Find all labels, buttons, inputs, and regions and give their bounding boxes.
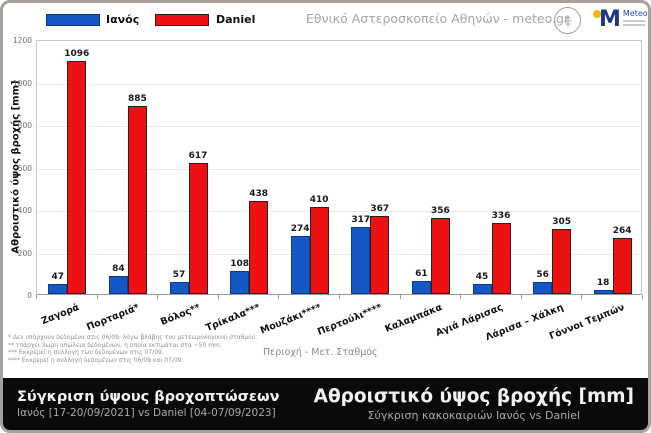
bar-value-label: 47 [51,272,65,282]
bar-value-label: 305 [552,217,571,227]
x-category-label: Περτούλι**** [315,302,384,338]
bar-Daniel [309,207,329,294]
x-tick [217,295,219,299]
footnote-line: **** Εκκρεμεί η συλλογή δεδομένων στις 0… [8,356,184,364]
bar-Ιανός [533,282,553,294]
x-category-label: Τρίκαλα*** [204,302,263,334]
plot-area: 47 84 57 108 274 317 61 45 56 18 1096 885 617 438 410 3… [36,40,642,295]
y-tick-label: 800 [17,121,32,130]
bar-value-label: 57 [172,270,186,280]
bar-Ιανός [472,284,492,294]
footer-left-subtitle: Ιανός [17-20/09/2021] vs Daniel [04-07/0… [17,407,276,419]
bar-Ιανός [48,284,68,294]
gridline [37,83,641,85]
bar-value-label: 45 [475,272,489,282]
gridline [37,211,641,212]
bar-Ιανός [108,276,128,294]
x-category-label: Μουζάκι**** [258,302,323,337]
y-tick-label: 0 [27,291,32,300]
y-tick-label: 400 [17,206,32,215]
x-tick [278,295,280,299]
y-tick-label: 600 [17,163,32,173]
bar-value-label: 885 [127,94,147,104]
bar-Ιανός [230,271,250,294]
bar-value-label: 317 [351,215,371,225]
meteo-logo-tagline-line [622,24,645,26]
legend-label-ianos: Ιανός [106,13,140,26]
bar-value-label: 274 [290,224,310,234]
bar-value-label: 356 [430,206,450,216]
bar-value-label: 264 [612,226,632,236]
meteo-logo: M Meteo [593,9,648,31]
footnote-line: * Δεν υπάρχουν δεδομένα στις 06/09, λόγω… [8,334,258,341]
meteo-logo-name: Meteo [622,9,648,18]
observatory-emblem-icon [554,7,581,34]
footer-right-title: Αθροιστικό ύψος βροχής [mm] [313,386,634,407]
x-category-label: Βόλος** [158,302,202,328]
bar-Daniel [67,61,87,294]
x-tick [399,295,401,299]
chart-region: Αθροιστικό ύψος βροχής [mm] 47 84 57 108 274… [3,3,648,378]
bar-value-label: 18 [596,278,610,288]
gridline [37,253,641,255]
bar-Daniel [370,216,390,294]
legend-label-daniel: Daniel [216,13,256,26]
x-tick [642,295,643,299]
bar-Daniel [491,223,511,294]
legend-swatch-ianos [46,14,100,26]
footnote-line: *** Εκκρεμεί η συλλογή των δεδομένων στι… [8,349,164,356]
x-tick [460,295,462,299]
bar-Ιανός [290,236,310,294]
bar-value-label: 617 [188,151,208,161]
bar-value-label: 84 [112,264,125,274]
bar-Ιανός [411,281,431,294]
x-tick [36,295,37,299]
footer-bar: Σύγκριση ύψους βροχοπτώσεων Ιανός [17-20… [3,378,648,430]
x-tick [157,295,159,299]
x-axis-title: Περιοχή - Μετ. Σταθμός [263,347,378,358]
x-tick [339,295,340,299]
legend-swatch-daniel [155,14,209,26]
y-tick-label: 1200 [12,36,32,45]
bar-Daniel [552,229,572,294]
bar-Daniel [430,218,450,294]
emblem-glyph-icon [563,14,572,27]
bar-value-label: 61 [415,269,428,279]
x-tick [581,295,583,299]
footer-left-block: Σύγκριση ύψους βροχοπτώσεων Ιανός [17-20… [17,389,279,419]
gridline [37,168,641,170]
bar-value-label: 410 [309,195,329,205]
footnotes: * Δεν υπάρχουν δεδομένα στις 06/09, λόγω… [8,334,257,364]
bar-value-label: 438 [249,189,268,199]
bar-value-label: 1096 [64,49,90,59]
x-category-label: Ζαγορά [39,302,81,328]
bar-Daniel [612,238,632,294]
bar-Ιανός [351,227,371,294]
footer-right-subtitle: Σύγκριση κακοκαιριών Ιανός vs Daniel [367,409,581,422]
footer-left-title: Σύγκριση ύψους βροχοπτώσεων [17,389,280,405]
bar-Daniel [188,163,208,294]
footnote-line: ** Υπάρχει 3ωρη απώλεια δεδομένων, η οπο… [8,341,222,349]
meteo-logo-dot-icon [593,10,601,18]
gridline [37,126,641,127]
bar-Daniel [249,201,269,294]
meteo-logo-tagline-line [622,20,645,22]
bar-value-label: 336 [491,211,511,221]
meteo-logo-m-icon: M [599,7,621,32]
bar-value-label: 56 [536,270,549,280]
bar-Ιανός [169,282,189,294]
x-tick [520,295,522,299]
y-tick-label: 1000 [12,78,32,88]
bar-value-label: 108 [230,259,249,269]
org-title: Εθνικό Αστεροσκοπείο Αθηνών - meteo.gr [306,11,570,26]
bar-Ιανός [593,290,613,294]
x-category-label: Πορταριά* [85,302,142,334]
bar-value-label: 367 [370,204,390,214]
y-tick-label: 200 [17,248,32,258]
footer-right-block: Αθροιστικό ύψος βροχής [mm] Σύγκριση κακ… [314,386,634,422]
x-tick [96,295,98,299]
bar-Daniel [127,106,147,294]
